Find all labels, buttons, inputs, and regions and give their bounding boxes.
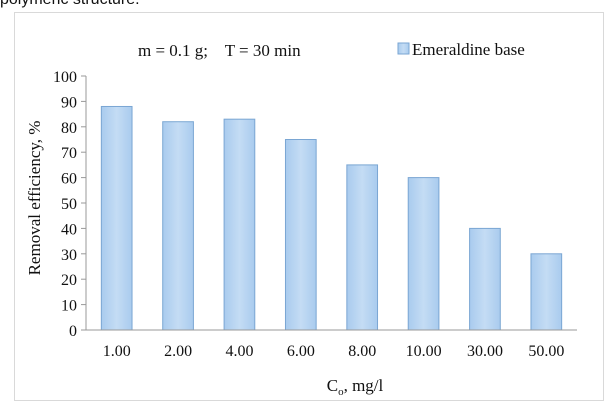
y-tick-label: 100 [53,69,77,86]
bar-4.00 [223,118,256,331]
y-tick-label: 10 [61,298,77,315]
x-tick-label: 2.00 [164,343,192,360]
bar-30.00 [469,227,501,331]
bar-1.00 [100,105,133,331]
y-tick-label: 40 [61,221,77,238]
x-tick-label: 1.00 [103,343,131,360]
y-tick-label: 50 [61,196,77,213]
y-axis-ticks: 0 10 20 30 40 50 60 70 80 90 100 [53,69,86,340]
bar-6.00 [284,139,317,331]
chart-annotation: m = 0.1 g; T = 30 min [138,41,301,60]
y-tick-label: 30 [61,247,77,264]
legend-swatch [397,42,410,55]
bar-2.00 [162,121,194,331]
y-tick-label: 20 [61,272,77,289]
y-tick-label: 90 [61,94,77,111]
bar-8.00 [346,164,379,331]
legend: Emeraldine base [397,40,525,59]
legend-label: Emeraldine base [412,40,525,59]
x-tick-label: 4.00 [225,343,253,360]
y-axis-label: Removal efficiency, % [25,121,44,276]
x-tick-label: 8.00 [348,343,376,360]
x-tick-label: 10.00 [406,343,442,360]
x-axis-label-unit: , mg/l [344,376,384,395]
x-tick-label: 50.00 [528,343,564,360]
x-tick-label: 30.00 [467,343,503,360]
x-tick-label: 6.00 [287,343,315,360]
x-axis-label-main: C [327,376,338,395]
y-tick-label: 0 [69,323,77,340]
y-tick-label: 60 [61,171,77,188]
bars [100,105,563,331]
bar-10.00 [407,177,440,331]
y-tick-label: 70 [61,145,77,162]
x-axis-label-sub: o [338,386,344,398]
x-axis-label: Co, mg/l [327,376,384,398]
x-axis-ticks: 1.00 2.00 4.00 6.00 8.00 10.00 30.00 50.00 [103,343,565,360]
y-tick-label: 80 [61,120,77,137]
caption-fragment: polymeric structure. [0,0,140,9]
bar-50.00 [530,253,563,331]
